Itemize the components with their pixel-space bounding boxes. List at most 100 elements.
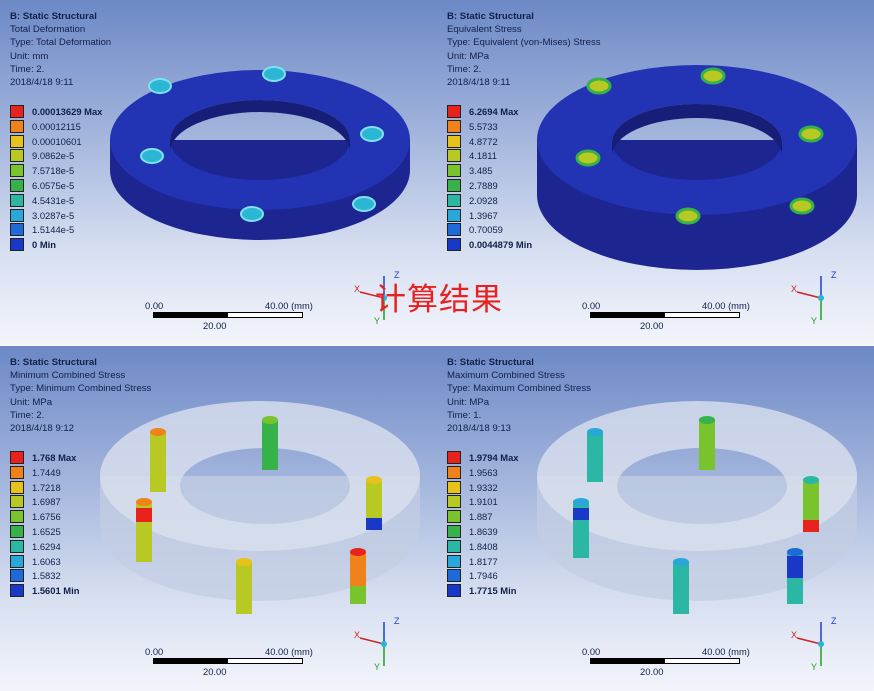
scale-ruler [153,312,303,318]
legend-label: 0.70059 [469,224,503,236]
legend-label: 1.6756 [32,511,61,523]
legend-label: 1.8639 [469,525,498,537]
legend-label: 1.9563 [469,466,498,478]
legend-swatch [447,451,461,464]
axis-triad[interactable]: Z X Y [352,268,402,326]
scale-end: 40.00 (mm) [702,300,750,311]
legend-swatch [10,223,24,237]
result-type: Type: Equivalent (von-Mises) Stress [447,37,601,49]
analysis-title: B: Static Structural [10,357,97,368]
axis-triad[interactable]: Z X Y [352,614,402,672]
legend-swatch [447,208,461,222]
legend-swatch [10,495,24,509]
analysis-title: B: Static Structural [447,11,534,22]
x-axis-label: X [354,284,360,294]
legend-swatch [10,451,24,464]
legend-swatch [10,554,24,568]
y-axis-label: Y [374,662,380,672]
legend-swatch [10,178,24,192]
legend-swatch [447,510,461,524]
legend-swatch [10,524,24,538]
result-unit: Unit: mm [10,50,49,62]
legend-label: 0 Min [32,239,56,251]
ring-model-deformation [110,66,410,240]
legend-label: 3.0287e-5 [32,209,75,221]
legend-label: 4.8772 [469,135,498,147]
legend-label: 1.6294 [32,540,61,552]
result-header: B: Static Structural Maximum Combined St… [447,356,591,435]
legend-swatch [10,465,24,479]
legend-label: 1.5601 Min [32,585,80,597]
minimum-combined-stress-panel: B: Static Structural Minimum Combined St… [0,346,437,691]
result-name: Minimum Combined Stress [10,370,126,382]
result-header: B: Static Structural Minimum Combined St… [10,356,151,435]
scale-bar: 0.00 40.00 (mm) 20.00 [582,646,757,677]
legend-swatch [10,569,24,583]
legend-swatch [447,480,461,494]
scale-bar: 0.00 40.00 (mm) 20.00 [582,300,757,331]
legend-swatch [10,510,24,524]
z-axis-label: Z [831,270,837,280]
legend-label: 1.5832 [32,570,61,582]
legend-swatch [10,105,24,118]
legend-label: 1.887 [469,511,493,523]
y-axis-label: Y [374,316,380,326]
legend-label: 1.768 Max [32,452,77,463]
bolt-holes [575,67,824,225]
legend-label: 1.9101 [469,496,498,508]
legend-swatch [447,119,461,133]
legend-label: 0.00012115 [32,120,81,132]
legend-swatch [447,149,461,163]
legend-label: 6.0575e-5 [32,179,75,191]
scale-ruler [153,658,303,664]
legend-label: 3.485 [469,165,493,177]
result-unit: Unit: MPa [447,50,490,62]
y-axis-label: Y [811,662,817,672]
results-caption: 计算结果 [375,282,503,318]
axis-triad[interactable]: Z X Y [789,614,839,672]
result-name: Total Deformation [10,24,86,36]
result-time: Time: 2. [447,63,482,75]
legend-label: 9.0862e-5 [32,150,75,162]
legend-label: 1.6525 [32,525,61,537]
legend-swatch [447,223,461,237]
y-axis-label: Y [811,316,817,326]
result-date: 2018/4/18 9:11 [447,77,511,89]
legend-label: 4.5431e-5 [32,194,75,206]
x-axis-label: X [791,284,797,294]
legend-label: 0.00010601 [32,135,82,147]
equivalent-stress-panel: B: Static Structural Equivalent Stress T… [437,0,874,345]
legend-swatch [447,238,461,252]
axis-triad[interactable]: Z X Y [789,268,839,326]
scale-bar: 0.00 40.00 (mm) 20.00 [145,300,320,331]
legend-swatch [447,524,461,538]
legend-label: 1.7946 [469,570,498,582]
scale-mid: 20.00 [203,320,227,331]
result-unit: Unit: MPa [10,396,53,408]
legend-swatch [10,193,24,207]
legend-label: 1.7715 Min [469,585,517,597]
scale-start: 0.00 [145,646,164,657]
result-time: Time: 2. [10,63,45,75]
legend-label: 2.0928 [469,194,498,206]
legend-swatch [10,134,24,148]
scale-mid: 20.00 [203,666,227,677]
result-header: B: Static Structural Equivalent Stress T… [447,10,601,89]
scale-mid: 20.00 [640,320,664,331]
legend-swatch [447,569,461,583]
x-axis-label: X [354,630,360,640]
maximum-combined-stress-panel: B: Static Structural Maximum Combined St… [437,346,874,691]
result-date: 2018/4/18 9:11 [10,77,74,89]
legend-swatch [10,208,24,222]
bolt-shanks [136,416,382,614]
result-date: 2018/4/18 9:13 [447,423,512,435]
result-time: Time: 1. [447,409,482,421]
analysis-title: B: Static Structural [10,11,97,22]
legend-swatch [10,149,24,163]
legend-label: 1.8177 [469,555,498,567]
legend-label: 0.00013629 Max [32,106,103,117]
legend-label: 1.9332 [469,481,498,493]
legend-label: 1.8408 [469,540,498,552]
result-type: Type: Minimum Combined Stress [10,383,152,395]
legend-swatch [447,495,461,509]
